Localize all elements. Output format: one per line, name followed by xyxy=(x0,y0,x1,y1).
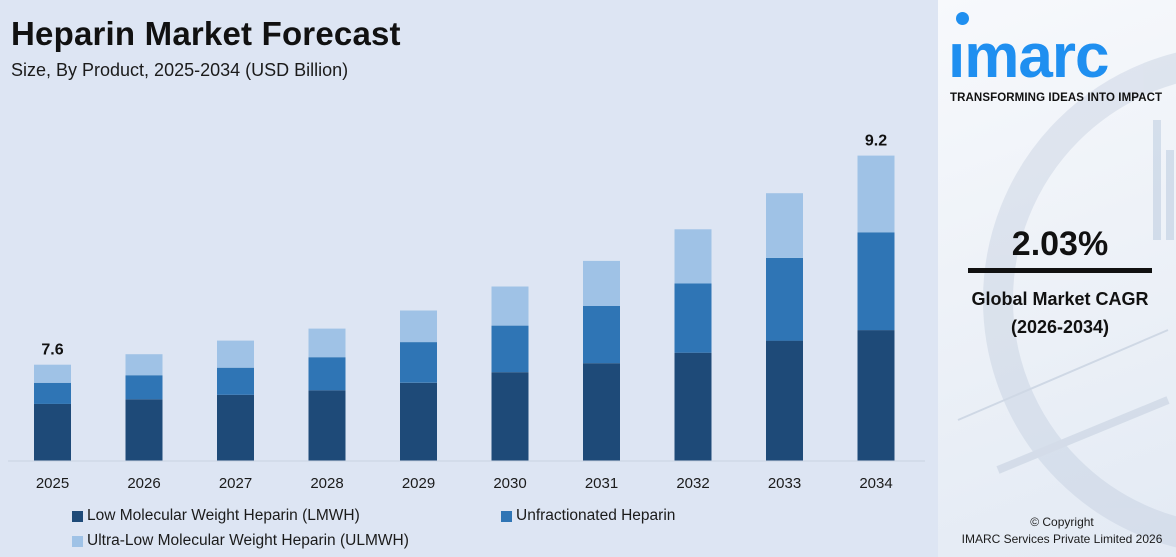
logo-dot xyxy=(956,12,969,25)
background-chart-graphic xyxy=(957,52,1176,548)
chart-title: Heparin Market Forecast xyxy=(11,15,401,52)
cagr-divider xyxy=(968,268,1152,273)
bar-ulmwh-2034 xyxy=(857,155,895,233)
bar-lmwh-2028 xyxy=(308,390,346,461)
legend-item-lmwh: Low Molecular Weight Heparin (LMWH) xyxy=(72,507,360,525)
bar-ufh-2032 xyxy=(674,283,712,353)
x-tick-label-2033: 2033 xyxy=(768,475,801,492)
legend-label-ulmwh: Ultra-Low Molecular Weight Heparin (ULMW… xyxy=(87,532,409,549)
bar-ufh-2033 xyxy=(766,257,803,341)
legend-label-lmwh: Low Molecular Weight Heparin (LMWH) xyxy=(87,507,360,524)
legend-swatch-ulmwh xyxy=(72,535,83,547)
bar-lmwh-2031 xyxy=(583,363,620,461)
bar-lmwh-2033 xyxy=(766,340,803,461)
bar-ulmwh-2033 xyxy=(766,193,803,258)
legend-swatch-ufh xyxy=(501,510,512,522)
bar-ulmwh-2028 xyxy=(308,328,346,358)
bar-ulmwh-2029 xyxy=(400,310,437,343)
copyright-line1: © Copyright xyxy=(1030,515,1094,529)
x-tick-label-2028: 2028 xyxy=(310,475,343,492)
imarc-logo: ımarc xyxy=(946,8,1176,108)
copyright: © Copyright IMARC Services Private Limit… xyxy=(938,514,1176,548)
bar-ulmwh-2032 xyxy=(674,229,712,284)
legend-item-ufh: Unfractionated Heparin xyxy=(501,507,675,525)
logo-wordmark: ımarc xyxy=(948,22,1109,91)
legend-item-ulmwh: Ultra-Low Molecular Weight Heparin (ULMW… xyxy=(72,532,409,550)
x-tick-label-2031: 2031 xyxy=(585,475,618,492)
bar-ufh-2025 xyxy=(34,382,71,404)
copyright-line2: IMARC Services Private Limited 2026 xyxy=(961,532,1163,546)
data-labels: 7.6 9.2 xyxy=(41,133,887,359)
bar-ufh-2027 xyxy=(217,367,254,395)
x-tick-label-2027: 2027 xyxy=(219,475,252,492)
bar-ufh-2026 xyxy=(125,375,163,400)
bar-lmwh-2034 xyxy=(857,330,895,461)
bar-ufh-2029 xyxy=(400,342,437,383)
cagr-label-line1: Global Market CAGR xyxy=(971,289,1149,309)
legend: Low Molecular Weight Heparin (LMWH) Unfr… xyxy=(72,507,675,550)
cagr-value: 2.03% xyxy=(1011,225,1109,263)
chart-panel: Heparin Market Forecast Size, By Product… xyxy=(8,15,925,550)
legend-swatch-lmwh xyxy=(72,510,83,522)
bar-ulmwh-2026 xyxy=(125,354,163,376)
bar-lmwh-2027 xyxy=(217,394,254,461)
x-tick-label-2026: 2026 xyxy=(127,475,160,492)
bar-ufh-2031 xyxy=(583,306,620,364)
x-tick-label-2034: 2034 xyxy=(859,475,892,492)
bar-ufh-2034 xyxy=(857,232,895,331)
bar-ulmwh-2031 xyxy=(583,260,620,306)
bars-layer xyxy=(34,155,895,461)
bar-ufh-2028 xyxy=(308,357,346,391)
bar-lmwh-2032 xyxy=(674,352,712,461)
bar-ulmwh-2030 xyxy=(491,286,529,326)
bar-lmwh-2030 xyxy=(491,372,529,461)
x-tick-label-2030: 2030 xyxy=(493,475,526,492)
cagr-label-line2: (2026-2034) xyxy=(1010,317,1110,337)
bar-lmwh-2026 xyxy=(125,399,163,461)
cagr-label: Global Market CAGR (2026-2034) xyxy=(938,285,1176,341)
x-tick-label-2029: 2029 xyxy=(402,475,435,492)
x-tick-labels: 2025 2026 2027 2028 2029 2030 2031 2032 2033 2034 xyxy=(36,475,893,492)
bar-lmwh-2029 xyxy=(400,382,437,461)
side-panel: ımarc TRANSFORMING IDEAS INTO IMPACT 2.0… xyxy=(938,0,1176,557)
bar-ufh-2030 xyxy=(491,325,529,373)
legend-label-ufh: Unfractionated Heparin xyxy=(516,507,676,524)
data-label-2034: 9.2 xyxy=(865,133,887,150)
stacked-bar-chart: 2025 2026 2027 2028 2029 2030 2031 2032 2033 2034… xyxy=(8,133,925,492)
data-label-2025: 7.6 xyxy=(41,342,63,359)
bar-lmwh-2025 xyxy=(34,403,71,461)
bar-ulmwh-2025 xyxy=(34,364,71,383)
x-tick-label-2025: 2025 xyxy=(36,475,69,492)
x-tick-label-2032: 2032 xyxy=(676,475,709,492)
bar-ulmwh-2027 xyxy=(217,340,254,368)
logo-tagline: TRANSFORMING IDEAS INTO IMPACT xyxy=(950,92,1163,104)
chart-subtitle: Size, By Product, 2025-2034 (USD Billion… xyxy=(11,60,349,80)
